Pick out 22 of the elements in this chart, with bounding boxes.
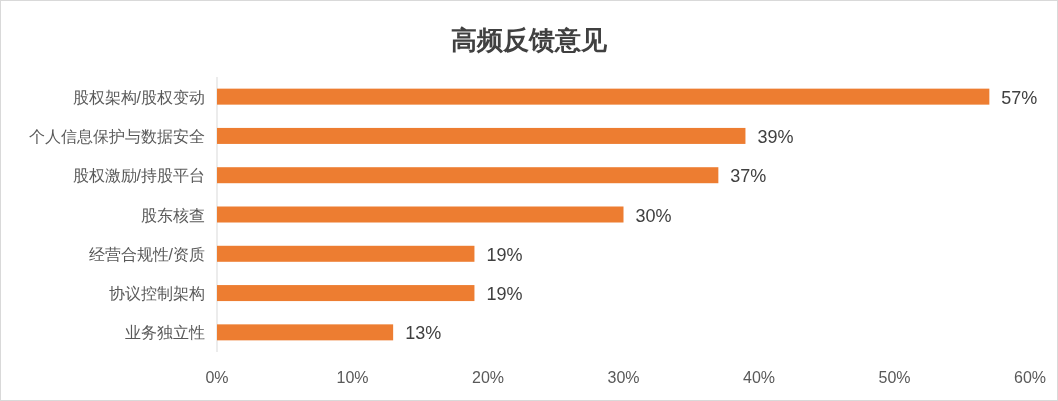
chart-title: 高频反馈意见 bbox=[451, 25, 608, 55]
data-label: 19% bbox=[486, 244, 523, 265]
x-tick-label: 10% bbox=[336, 369, 369, 386]
data-label: 37% bbox=[730, 166, 767, 187]
y-tick-label: 协议控制架构 bbox=[109, 285, 205, 303]
y-tick-label: 股权激励/持股平台 bbox=[72, 167, 205, 185]
y-tick-label: 业务独立性 bbox=[125, 324, 205, 342]
data-label: 19% bbox=[486, 284, 523, 305]
data-label: 57% bbox=[1001, 87, 1038, 108]
data-label: 30% bbox=[635, 205, 672, 226]
x-tick-label: 20% bbox=[471, 369, 505, 386]
x-tick-label: 60% bbox=[1013, 369, 1047, 386]
y-tick-label: 个人信息保护与数据安全 bbox=[29, 127, 205, 145]
y-tick-label: 经营合规性/资质 bbox=[88, 245, 205, 263]
y-tick-label: 股权架构/股权变动 bbox=[72, 88, 205, 106]
y-tick-label: 股东核查 bbox=[141, 206, 205, 224]
x-tick-label: 40% bbox=[742, 369, 776, 386]
data-label: 13% bbox=[405, 323, 442, 344]
x-tick-label: 30% bbox=[607, 369, 640, 386]
x-tick-label: 50% bbox=[878, 369, 911, 386]
x-tick-label: 0% bbox=[205, 369, 229, 386]
data-label: 39% bbox=[757, 126, 794, 147]
